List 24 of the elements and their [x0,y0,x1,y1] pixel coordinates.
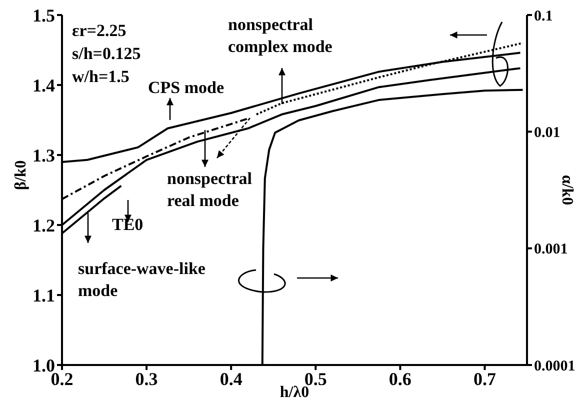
y2-tick-label: 0.001 [534,242,568,258]
y-tick-label: 1.1 [32,285,55,306]
annotation: CPS mode [148,78,224,97]
y2-tick-label: 0.01 [534,124,560,141]
y-axis-title: β/k0 [12,160,30,190]
annotation: surface-wave-like mode [78,259,206,300]
x-axis-title: h/λ0 [280,384,310,401]
x-tick-label: 0.7 [473,368,496,389]
annotation: nonspectral complex mode [228,15,333,56]
y-tick-label: 1.4 [32,75,55,96]
y-tick-label: 1.5 [32,5,55,26]
annotation: s/h=0.125 [72,44,141,63]
annotation: nonspectral real mode [167,169,252,210]
y2-tick-label: 0.0001 [534,358,576,374]
annotation: TE0 [112,215,144,234]
annotation: w/h=1.5 [72,67,130,86]
x-tick-label: 0.3 [135,368,158,389]
x-tick-label: 0.4 [220,368,242,389]
y-tick-label: 1.2 [32,215,55,236]
y2-tick-label: 0.1 [534,8,553,24]
y-tick-label: 1.3 [32,145,55,166]
y2-axis-title: α/k0 [558,174,576,206]
annotation: εr=2.25 [72,21,126,40]
x-tick-label: 0.6 [388,368,412,389]
